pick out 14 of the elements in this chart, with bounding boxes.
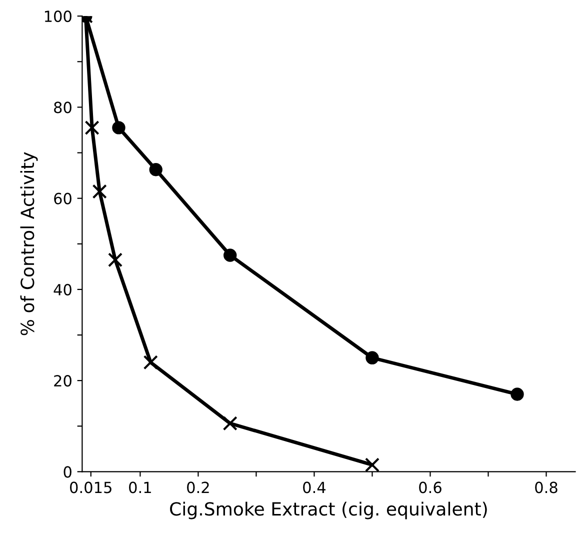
x-axis-title: Cig.Smoke Extract (cig. equivalent) bbox=[170, 502, 487, 520]
y-tick-label: 40 bbox=[54, 284, 72, 296]
y-tick-label: 80 bbox=[54, 102, 72, 114]
x-tick-label: 0.2 bbox=[187, 482, 209, 494]
y-tick-label: 60 bbox=[54, 192, 72, 204]
x-tick-label: 0.015 bbox=[70, 482, 112, 494]
x-tick-label: 0.6 bbox=[419, 482, 442, 494]
x-tick-label: 0.8 bbox=[535, 482, 558, 494]
x-tick-label: 0.4 bbox=[303, 482, 326, 494]
y-axis-title: % of Control Activity bbox=[20, 152, 38, 336]
y-tick-label: 20 bbox=[54, 375, 72, 387]
y-tick-label: 100 bbox=[44, 10, 72, 22]
y-tick-label: 0 bbox=[64, 466, 72, 478]
x-tick-label: 0.1 bbox=[129, 482, 151, 494]
